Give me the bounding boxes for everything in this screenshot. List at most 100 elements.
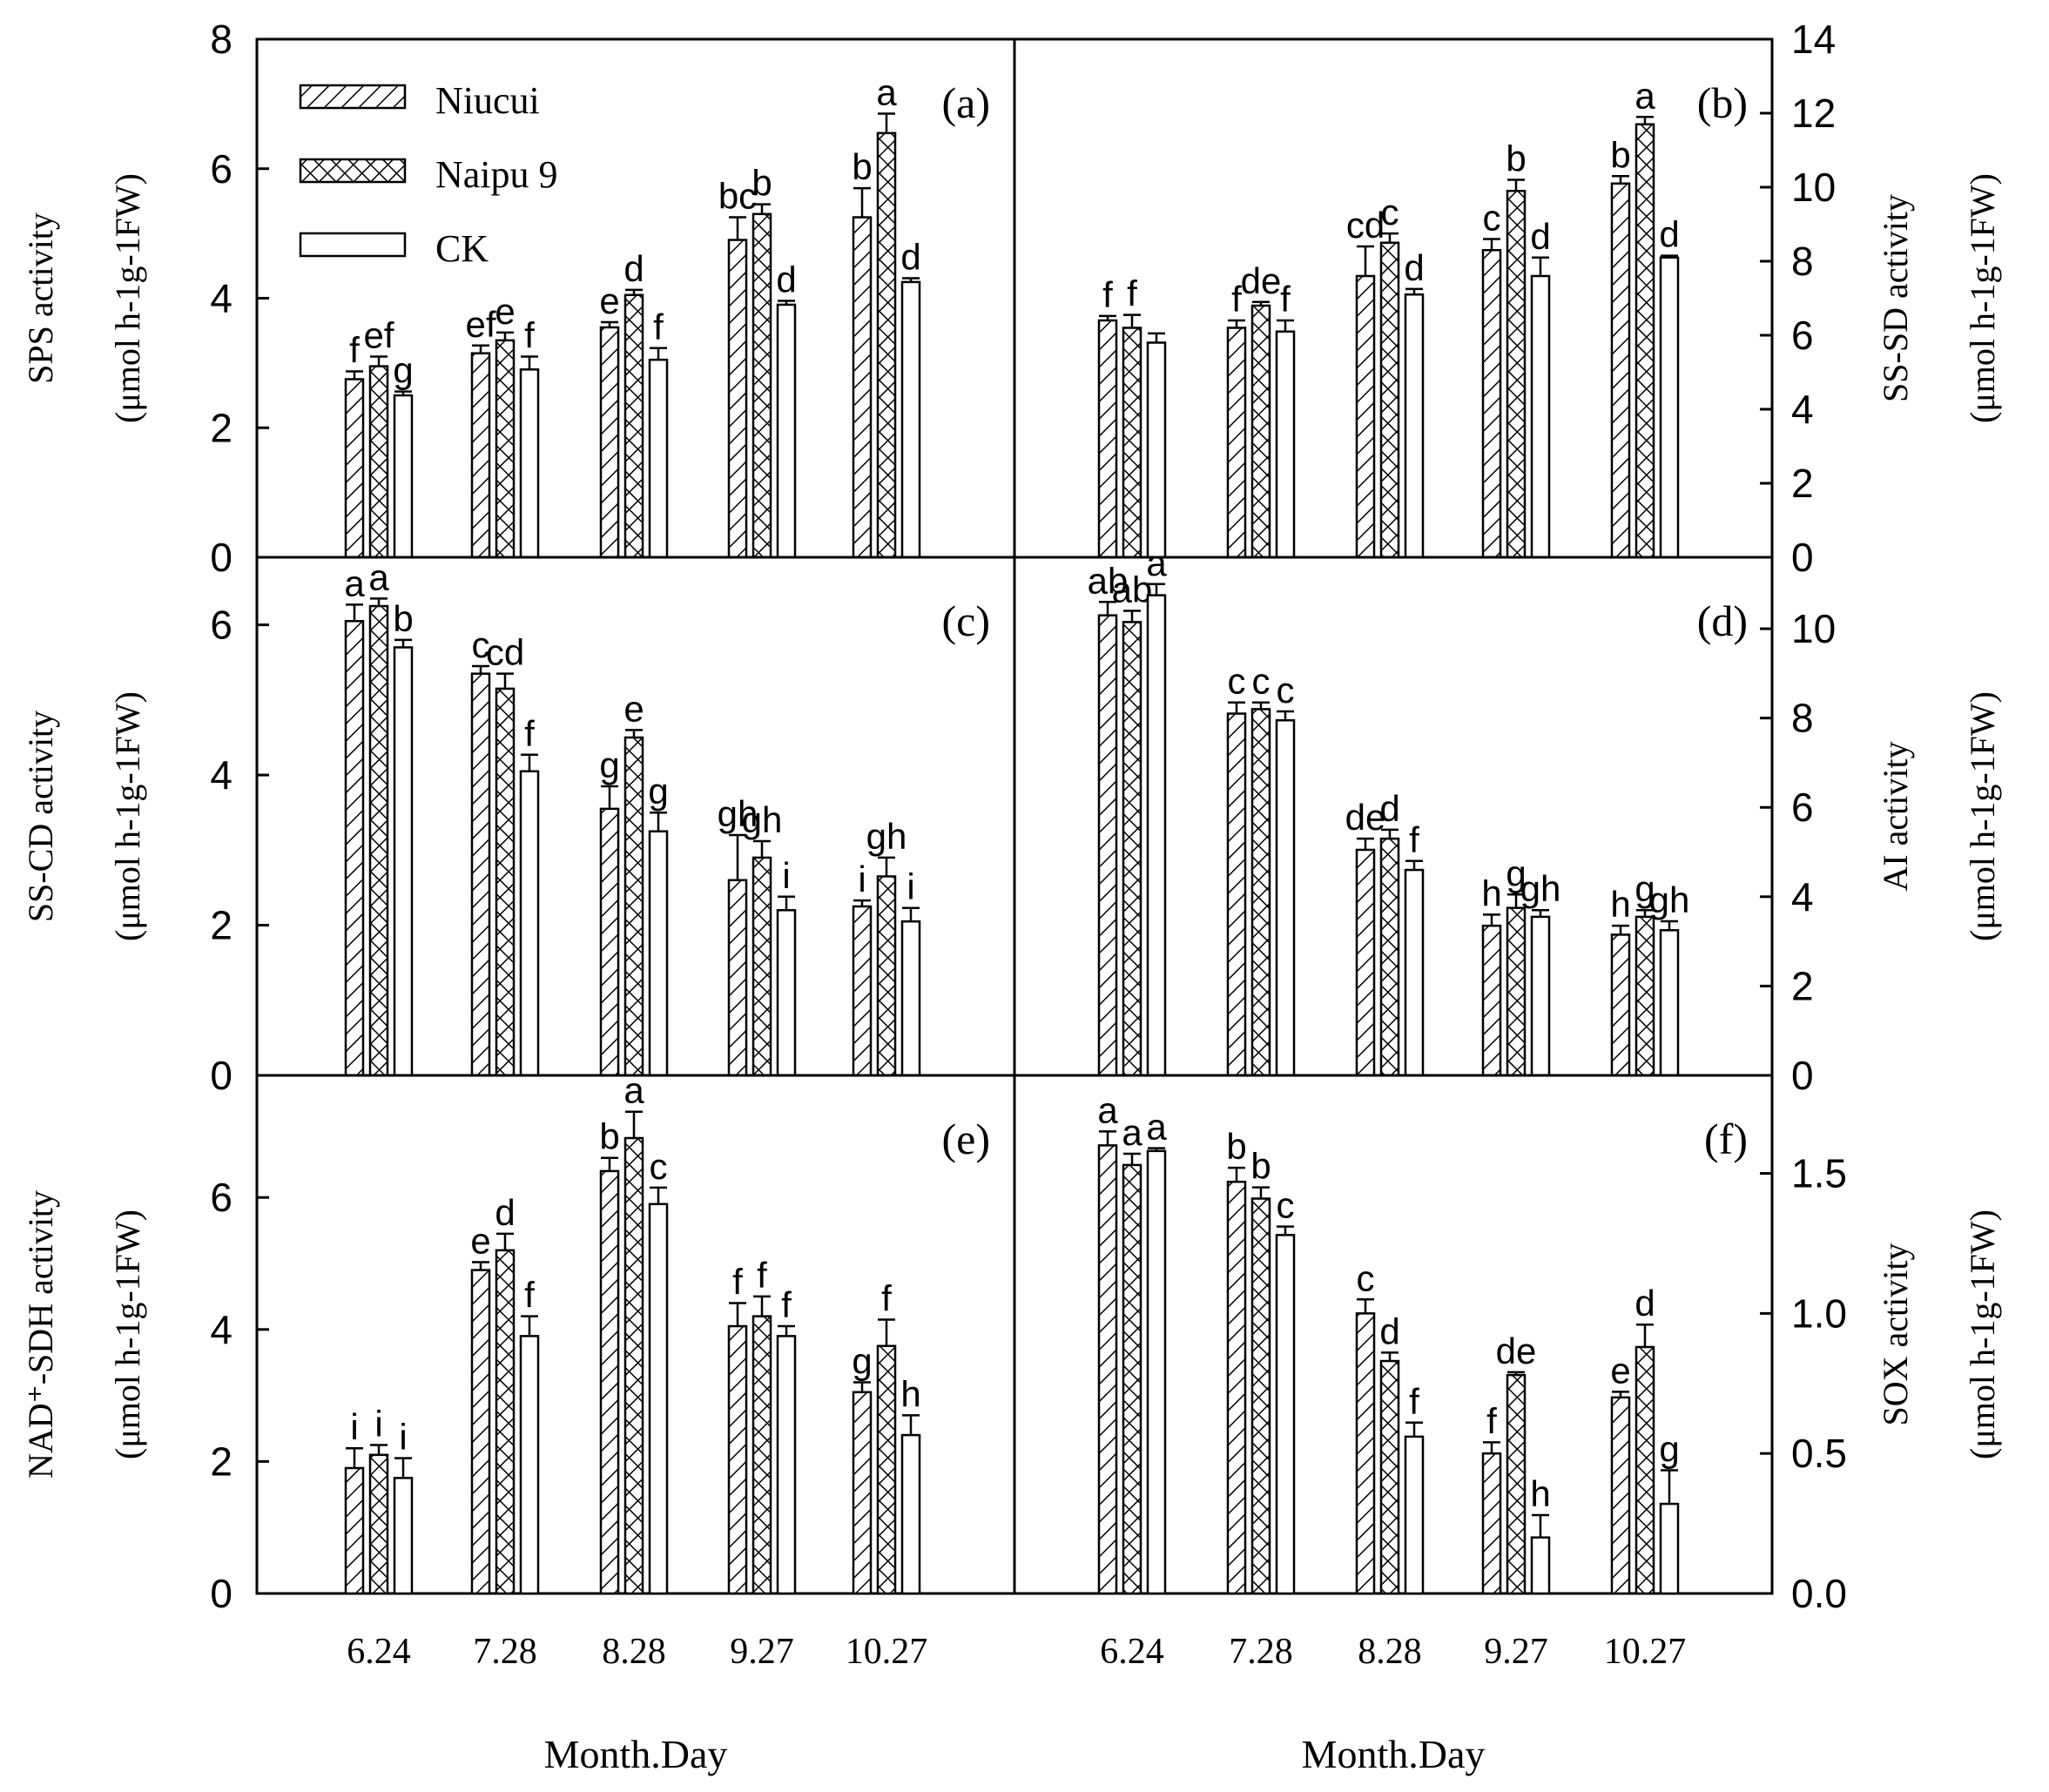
- bar-niucui: [344, 1466, 365, 1595]
- significance-label: c: [1381, 192, 1399, 232]
- significance-label: g: [599, 744, 619, 785]
- bar-naipu9: [1122, 327, 1142, 559]
- bar-naipu9: [752, 1315, 772, 1595]
- significance-label: a: [1146, 542, 1167, 583]
- bar-naipu9: [1634, 915, 1655, 1077]
- significance-label: c: [1277, 670, 1295, 711]
- y-tick-label: 0.5: [1791, 1431, 1847, 1476]
- bar-naipu9: [495, 1249, 516, 1595]
- significance-label: g: [648, 771, 668, 812]
- significance-label: d: [495, 1192, 515, 1233]
- bar-niucui: [1481, 249, 1502, 559]
- significance-label: a: [1634, 75, 1655, 116]
- significance-label: f: [1409, 1381, 1419, 1422]
- y-tick-label: 0: [210, 1053, 233, 1098]
- x-tick-label: 10.27: [1604, 1632, 1687, 1672]
- bar-niucui: [1097, 1144, 1118, 1595]
- y-tick-label: 4: [1791, 874, 1814, 920]
- significance-label: b: [599, 1116, 619, 1157]
- significance-label: gh: [1649, 879, 1690, 920]
- bar-naipu9: [368, 365, 389, 559]
- significance-label: d: [1379, 1310, 1399, 1351]
- y-tick-label: 0: [1791, 535, 1814, 580]
- bar-naipu9: [495, 339, 516, 559]
- bar-ck: [1146, 341, 1167, 559]
- bar-naipu9: [1379, 241, 1400, 559]
- significance-label: f: [524, 1275, 535, 1316]
- legend-swatch-niucui: [299, 84, 407, 110]
- significance-label: b: [852, 146, 872, 187]
- significance-label: i: [858, 859, 866, 899]
- bar-naipu9: [368, 604, 389, 1077]
- bar-niucui: [344, 378, 365, 559]
- y-tick-label: 6: [210, 146, 233, 192]
- bar-ck: [1404, 1435, 1425, 1595]
- significance-label: b: [1250, 1146, 1271, 1187]
- significance-label: ef: [363, 314, 394, 355]
- y-axis-label: SOX activity: [1876, 1243, 1915, 1426]
- significance-label: i: [350, 1406, 358, 1447]
- bar-niucui: [1355, 274, 1376, 559]
- x-axis-titles: Month.Day Month.Day: [544, 1732, 1486, 1776]
- bar-naipu9: [1250, 304, 1271, 559]
- bar-niucui: [1481, 1452, 1502, 1595]
- significance-label: d: [1404, 247, 1424, 288]
- significance-label: h: [1530, 1473, 1550, 1514]
- y-axis-unit-label: (μmol h-1g-1FW): [1963, 691, 2002, 941]
- y-tick-label: 6: [1791, 313, 1814, 358]
- bar-niucui: [1355, 848, 1376, 1077]
- significance-label: d: [900, 236, 920, 277]
- y-axis-label: SS-CD activity: [21, 711, 60, 922]
- bar-naipu9: [752, 212, 772, 559]
- bar-niucui: [470, 672, 491, 1077]
- significance-label: f: [1486, 1400, 1497, 1441]
- significance-label: f: [732, 1261, 743, 1302]
- x-tick-label: 7.28: [473, 1632, 537, 1672]
- x-tick-label: 6.24: [1100, 1632, 1164, 1672]
- bar-niucui: [852, 216, 873, 559]
- y-axis-label: NAD⁺-SDH activity: [21, 1190, 60, 1479]
- significance-label: b: [752, 163, 772, 204]
- significance-label: d: [1634, 1283, 1655, 1324]
- y-tick-label: 2: [210, 1438, 233, 1484]
- bar-naipu9: [495, 687, 516, 1077]
- significance-label: f: [653, 307, 664, 347]
- x-axis-title: Month.Day: [544, 1732, 728, 1776]
- y-tick-label: 6: [1791, 785, 1814, 830]
- panel-label: (b): [1697, 78, 1748, 127]
- significance-label: a: [344, 563, 365, 603]
- y-tick-label: 0: [1791, 1053, 1814, 1098]
- significance-label: d: [776, 259, 796, 300]
- bar-ck: [900, 280, 921, 559]
- significance-label: f: [524, 713, 535, 754]
- bar-naipu9: [1506, 190, 1527, 559]
- bar-ck: [393, 1477, 414, 1595]
- y-axis-label: SPS activity: [21, 212, 60, 384]
- significance-label: bc: [718, 176, 757, 217]
- significance-label: b: [1226, 1126, 1246, 1167]
- significance-label: de: [1241, 260, 1282, 301]
- y-tick-label: 4: [210, 1307, 233, 1352]
- significance-label: a: [1122, 1112, 1142, 1153]
- significance-label: c: [1357, 1257, 1375, 1298]
- bar-naipu9: [752, 856, 772, 1077]
- significance-label: i: [782, 855, 790, 896]
- bar-niucui: [1610, 933, 1631, 1077]
- significance-label: a: [1146, 1107, 1167, 1148]
- y-axis-unit-label: (μmol h-1g-1FW): [1963, 1209, 2002, 1459]
- significance-label: a: [368, 556, 389, 597]
- bar-naipu9: [876, 1344, 897, 1595]
- bar-ck: [1404, 868, 1425, 1077]
- significance-label: f: [1409, 819, 1419, 860]
- y-tick-label: 8: [1791, 696, 1814, 741]
- significance-label: i: [374, 1403, 382, 1444]
- significance-label: ef: [465, 304, 495, 345]
- bar-naipu9: [1506, 906, 1527, 1077]
- bar-niucui: [1226, 327, 1247, 559]
- significance-label: g: [1634, 868, 1655, 909]
- bar-ck: [1530, 274, 1551, 559]
- panel-b: 0 2 4 6 8 10 12 14 SS-SD activity (μmol h-1g-1FW)…: [1013, 17, 2002, 580]
- bar-niucui: [852, 1391, 873, 1595]
